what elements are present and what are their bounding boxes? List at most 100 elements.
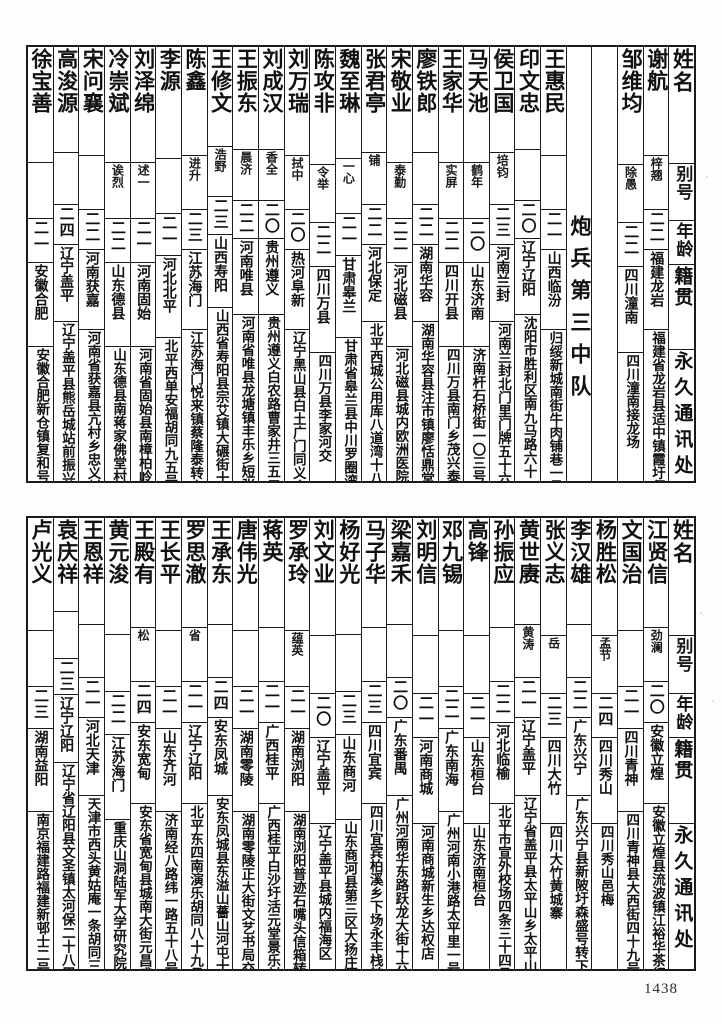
address-cell-text: 河南商城新生乡达权店 — [418, 825, 435, 960]
roster-table-bottom: 卢光义 二三 湖南益阳 南京福建路福建新邨士二号 袁庆祥 二三 辽宁辽阳 辽宁省辽阳县文圣镇太… — [26, 516, 696, 971]
alias-cell-text: 劲澜 — [649, 629, 664, 654]
origin-cell-text: 辽宁辽阳 — [519, 240, 536, 297]
person-column: 宋问襄 二二 河南获嘉 河南省获嘉县亢村乡忠义村 — [78, 47, 104, 481]
origin-cell-text: 山东商河 — [340, 736, 357, 793]
address-cell-text: 广州河南华东路跃龙大街十六号 — [392, 797, 409, 969]
origin-cell: 安徽合肥 — [28, 263, 53, 347]
alias-cell: 进升 — [181, 156, 207, 210]
origin-cell-text: 辽宁盖平 — [58, 245, 75, 302]
origin-cell: 广东番禺 — [387, 718, 412, 796]
age-cell-text: 二二 — [416, 206, 435, 239]
origin-cell: 河南固始 — [130, 263, 156, 347]
alias-cell — [464, 636, 489, 694]
alias-cell — [335, 635, 361, 692]
age-cell-text: 二四 — [211, 678, 230, 711]
name-cell: 高浚源 — [53, 47, 79, 153]
origin-cell: 山东齐河 — [156, 729, 181, 812]
age-cell: 二三 — [28, 687, 53, 730]
origin-cell-text: 甘肃皋兰 — [340, 257, 357, 314]
origin-cell-text: 辽宁辽阳 — [186, 724, 203, 781]
name-cell: 邹维均 — [618, 47, 643, 165]
person-column: 罗承玲 蕴英 二一 湖南浏阳 湖南浏阳普迹石嘴头信箱转 — [283, 518, 310, 969]
person-column: 黄元浚 二二 江苏海门 重庆山洞陆军大学研究院 — [103, 518, 130, 969]
origin-cell-text: 河南唯县 — [237, 240, 254, 297]
name-cell: 侯卫国 — [489, 47, 515, 153]
origin-cell: 广东兴宁 — [566, 718, 592, 796]
age-cell-text: 二一 — [519, 678, 538, 711]
age-cell: 二〇 — [310, 694, 335, 738]
address-cell: 安东凤城县东溢山薔山河屯十号 — [208, 796, 233, 969]
person-column: 蒋英 二一 广西桂平 广西桂平白沙圩活元堂景乐村 — [257, 518, 284, 969]
origin-cell: 山东桓台 — [464, 738, 489, 824]
address-cell-text: 归绥新城南街牛肉铺巷一号 — [546, 330, 563, 481]
name-cell: 李源 — [156, 47, 181, 160]
origin-cell: 福建龙岩 — [643, 250, 669, 330]
name-cell-text: 谢航 — [644, 48, 669, 92]
person-column: 刘文业 二〇 辽宁盖平 辽宁盖平县城内福海区 — [309, 518, 335, 969]
age-cell-text: 二一 — [134, 220, 153, 253]
origin-cell-text: 辽宁盖平 — [314, 739, 331, 795]
origin-cell: 山东济南 — [464, 263, 489, 347]
address-cell: 河北磁县城内欧洲医院 — [387, 347, 412, 481]
address-cell: 广州河南华东路跃龙大街十六号 — [387, 796, 412, 969]
origin-cell: 籍贯 — [669, 738, 695, 824]
name-cell-text: 廖铁郎 — [413, 48, 438, 114]
origin-cell: 河北保定 — [361, 245, 387, 322]
origin-cell-text: 四川大竹 — [545, 739, 562, 795]
origin-cell: 四川秀山 — [592, 738, 618, 824]
address-cell-text: 四川秀山邑梅 — [597, 825, 614, 906]
name-cell: 高锋 — [464, 518, 489, 636]
age-cell: 二二 — [489, 682, 515, 724]
person-column: 杨好光 二三 山东商河 山东商河县第三区大扬庄 — [334, 518, 361, 969]
alias-cell — [387, 625, 412, 678]
origin-cell: 热河阜新 — [284, 250, 310, 330]
name-cell: 袁庆祥 — [53, 518, 79, 613]
origin-cell: 河南唯县 — [233, 239, 258, 315]
address-cell-text: 北平西单安福胡同九五号 — [161, 339, 178, 482]
age-cell-text: 二二 — [108, 220, 127, 253]
origin-cell-text: 广西桂平 — [263, 724, 280, 781]
alias-cell: 铺 — [361, 153, 387, 206]
name-cell-text: 罗承玲 — [285, 519, 310, 585]
name-cell-text: 刘泽绵 — [131, 48, 156, 114]
age-cell-text: 二〇 — [391, 678, 410, 711]
address-cell-text: 四川万县南门乡茂兴泰 — [443, 347, 460, 482]
alias-cell-text: 诶烈 — [110, 163, 125, 188]
address-cell-text: 广州河南小港路太平里一号 — [443, 812, 460, 969]
address-cell-text: 四川潼南接龙场 — [623, 354, 640, 449]
address-cell-text: 广西桂平白沙圩活元堂景乐村 — [264, 804, 281, 969]
alias-cell-text: 拭中 — [290, 156, 304, 181]
address-cell: 四川潼南接龙场 — [618, 353, 643, 481]
age-cell: 二二 — [361, 205, 387, 245]
origin-cell-text: 四川潼南 — [622, 268, 639, 324]
origin-cell-text: 河北北平 — [160, 257, 177, 314]
age-cell-text: 二三 — [339, 692, 358, 725]
name-cell-text: 邹维均 — [619, 48, 643, 114]
name-cell: 刘万瑞 — [284, 47, 310, 156]
age-cell: 二〇 — [387, 678, 412, 718]
alias-cell — [489, 628, 515, 683]
alias-cell-text: 进升 — [187, 156, 202, 181]
origin-cell-text: 江苏海门 — [109, 736, 126, 793]
alias-cell-text: 述一 — [136, 163, 151, 188]
alias-cell: 培钧 — [489, 153, 515, 206]
age-cell: 二三 — [181, 210, 207, 251]
origin-cell: 山东德县 — [104, 263, 130, 347]
person-column: 王殿有松二四 安东宽甸 安东省宽甸县城南大街元昌盛 — [129, 518, 156, 969]
name-cell-text: 王修文 — [208, 48, 233, 114]
origin-cell: 四川宜宾 — [361, 723, 387, 804]
alias-cell: 别号 — [669, 636, 695, 694]
age-cell-text: 二三 — [365, 683, 384, 716]
age-cell-text: 二一 — [288, 687, 307, 720]
origin-cell: 辽宁盖平 — [515, 718, 541, 796]
age-cell-text: 二二 — [622, 224, 641, 256]
origin-cell: 山西临汾 — [541, 250, 566, 330]
age-cell: 二二 — [104, 219, 130, 263]
origin-cell: 湖南益阳 — [28, 729, 53, 812]
person-column: 侯卫国 培钧 二三 河南兰封 河南兰封北门里门牌五十六号 — [488, 47, 515, 481]
origin-cell-text: 山东桓台 — [468, 739, 485, 795]
name-cell-text: 陈攻非 — [311, 48, 335, 114]
address-cell-text: 河南省固始县南樟柏岭 — [135, 347, 152, 482]
age-cell-text: 二一 — [160, 687, 179, 720]
name-cell-text: 刘万瑞 — [285, 48, 310, 114]
